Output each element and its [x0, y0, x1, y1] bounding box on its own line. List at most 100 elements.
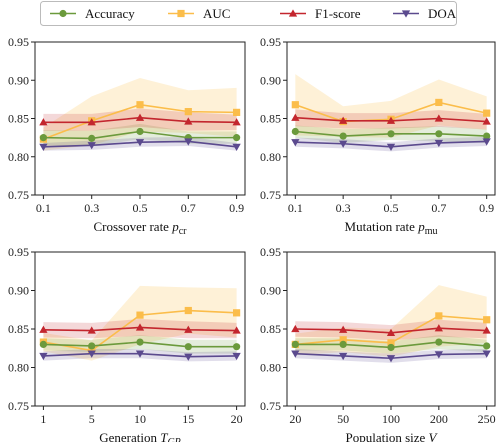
- data-point: [435, 130, 443, 138]
- data-point: [184, 325, 193, 333]
- data-point: [387, 339, 395, 347]
- x-tick-label: 1: [40, 412, 46, 426]
- chart-panel: 0.75 0.80 0.85 0.90 0.95 20 50 100 200 250 Populat…: [260, 245, 496, 442]
- x-tick-label: 0.3: [84, 201, 99, 215]
- x-tick-label: 200: [430, 412, 448, 426]
- legend-marker: [288, 9, 298, 17]
- x-tick-label: 5: [89, 412, 95, 426]
- data-point: [482, 138, 491, 146]
- panels: 0.750.800.850.900.950.1 0.3 0.5 0.7 0.9Cross…: [8, 35, 496, 442]
- data-point: [434, 324, 443, 332]
- data-point: [136, 127, 144, 136]
- x-tick-label: 10: [134, 412, 146, 426]
- legend-marker: [59, 9, 67, 18]
- data-point: [386, 143, 396, 151]
- data-point: [136, 338, 144, 346]
- x-axis-symbol: p: [171, 219, 179, 234]
- data-point: [232, 118, 241, 126]
- data-point: [291, 139, 300, 147]
- x-tick-label: 250: [478, 412, 496, 426]
- x-tick-label: 0.9: [479, 201, 494, 215]
- data-point: [135, 350, 145, 358]
- data-point: [88, 342, 96, 350]
- data-point: [39, 340, 48, 348]
- data-point: [482, 326, 491, 334]
- data-point: [136, 101, 144, 109]
- legend-entry: F1-score: [280, 6, 361, 21]
- data-point: [39, 134, 48, 142]
- data-point: [88, 134, 96, 142]
- data-point: [291, 350, 300, 358]
- data-point: [387, 343, 395, 352]
- y-tick-label: 0.90: [8, 284, 29, 298]
- data-point: [435, 98, 443, 107]
- x-tick-label: 50: [337, 412, 349, 426]
- data-point: [87, 118, 96, 126]
- data-point: [339, 336, 347, 344]
- data-point: [387, 130, 395, 138]
- data-point: [434, 351, 443, 359]
- data-point: [87, 326, 96, 334]
- x-axis-symbol: p: [417, 219, 425, 234]
- y-tick-label: 0.90: [8, 73, 29, 87]
- x-axis-label-text: Population size: [346, 430, 429, 442]
- x-axis-label-text: Mutation rate: [345, 219, 419, 234]
- x-axis-label: Population size V: [346, 430, 439, 442]
- legend-marker: [177, 9, 185, 18]
- data-point: [135, 139, 145, 147]
- y-tick-label: 0.75: [260, 188, 281, 202]
- data-point: [482, 350, 491, 358]
- data-point: [386, 328, 396, 336]
- data-point: [386, 116, 396, 124]
- data-point: [39, 352, 48, 361]
- legend-entry: AUC: [168, 6, 230, 21]
- x-axis-subscript: mu: [425, 226, 438, 237]
- data-point: [339, 140, 348, 148]
- data-point: [232, 352, 241, 361]
- y-tick-label: 0.80: [8, 361, 29, 375]
- y-tick-label: 0.75: [8, 399, 29, 413]
- data-point: [291, 127, 299, 136]
- x-axis-subscript: cr: [179, 226, 187, 237]
- x-tick-label: 0.1: [36, 201, 51, 215]
- data-point: [435, 312, 443, 320]
- data-point: [339, 132, 347, 140]
- data-point: [339, 340, 347, 348]
- data-point: [435, 338, 443, 346]
- y-tick-label: 0.95: [8, 245, 29, 259]
- data-point: [233, 134, 241, 142]
- data-point: [483, 316, 491, 324]
- legend: Accuracy AUC F1-score DOA: [40, 1, 457, 26]
- legend-entry: Accuracy: [50, 6, 135, 21]
- data-point: [39, 143, 48, 151]
- data-point: [434, 139, 443, 148]
- x-axis-label-text: Crossover rate: [94, 219, 173, 234]
- y-tick-label: 0.75: [260, 399, 281, 413]
- data-point: [136, 311, 144, 319]
- data-point: [135, 113, 145, 121]
- x-tick-label: 0.9: [229, 201, 244, 215]
- x-axis-subscript: GP: [167, 437, 180, 442]
- data-point: [184, 138, 193, 146]
- y-tick-label: 0.95: [260, 35, 281, 49]
- y-tick-label: 0.80: [260, 361, 281, 375]
- x-tick-label: 0.7: [431, 201, 446, 215]
- x-tick-label: 0.3: [336, 201, 351, 215]
- legend-frame: [40, 1, 457, 26]
- data-point: [434, 114, 443, 122]
- legend-marker: [401, 10, 411, 18]
- chart-panel: 0.75 0.80 0.85 0.90 0.95 0.1 0.3 0.5 0.7 0.9 Mutat…: [260, 35, 496, 237]
- data-point: [232, 143, 241, 151]
- x-tick-label: 0.5: [133, 201, 148, 215]
- y-tick-label: 0.95: [8, 35, 29, 49]
- x-tick-label: 20: [289, 412, 301, 426]
- y-tick-label: 0.85: [8, 112, 29, 126]
- data-point: [87, 142, 96, 150]
- legend-label: Accuracy: [85, 6, 135, 21]
- y-tick-label: 0.95: [260, 245, 281, 259]
- y-tick-label: 0.90: [260, 284, 281, 298]
- data-point: [482, 117, 491, 125]
- data-point: [339, 352, 348, 361]
- x-tick-label: 15: [182, 412, 194, 426]
- data-point: [87, 350, 96, 358]
